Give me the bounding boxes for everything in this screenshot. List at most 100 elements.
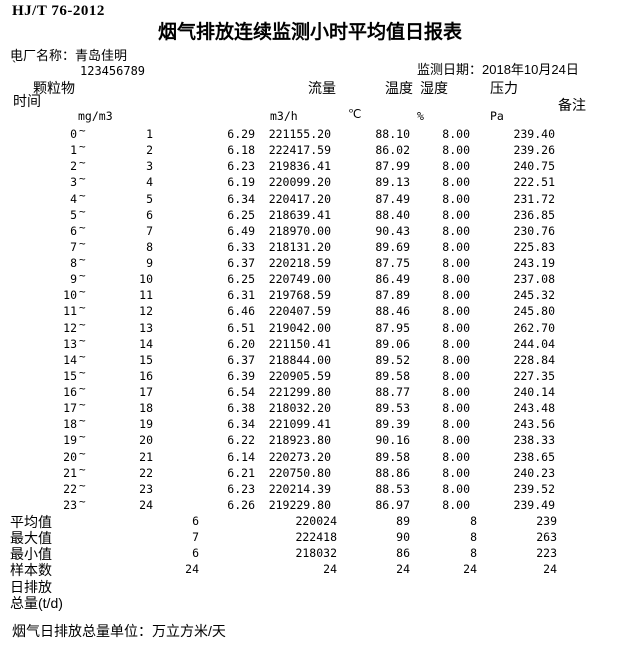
- unit-temp: ℃: [348, 107, 362, 121]
- cell-pm: 6.37: [227, 256, 255, 270]
- tilde-separator: ~: [79, 301, 86, 315]
- cell-pressure: 239.40: [513, 127, 555, 141]
- cell-pm: 6.31: [227, 288, 255, 303]
- cell-pressure: 230.76: [513, 223, 555, 238]
- cell-time-start: 17: [63, 401, 77, 416]
- cell-pressure: 228.84: [513, 352, 555, 367]
- unit-pressure: Pa: [490, 109, 504, 123]
- cell-flow: 218844.00: [268, 352, 331, 367]
- monitor-date-line: 监测日期：2018年10月24日: [417, 59, 579, 78]
- standard-number: HJ/T 76-2012: [12, 3, 105, 19]
- table-body: 0 ~1 6.29 221155.20 88.10 8.00 239.40 1 ~2 6.18 22…: [0, 124, 620, 611]
- cell-pm: 6.25: [227, 272, 255, 287]
- cell-flow: 220407.59: [268, 304, 331, 319]
- tilde-separator: ~: [79, 236, 86, 250]
- cell-pm: 6.22: [227, 433, 255, 448]
- monitor-date-label: 监测日期：: [417, 62, 483, 77]
- cell-pressure: 239.52: [513, 481, 555, 496]
- summary-label: 日排放: [10, 578, 52, 595]
- cell-flow: 221150.41: [268, 336, 331, 351]
- monitor-date-value: 2018年10月24日: [482, 62, 579, 77]
- cell-temp: 88.77: [375, 385, 410, 399]
- column-header-pm: 颗粒物: [33, 80, 75, 96]
- cell-pm: 6.14: [227, 449, 255, 464]
- table-row: 16 ~17 6.54 221299.80 88.77 8.00 240.14: [0, 382, 620, 400]
- cell-flow: 219229.80: [268, 497, 331, 512]
- cell-humidity: 8.00: [442, 433, 470, 448]
- plant-code: 123456789: [80, 64, 146, 78]
- cell-temp: 88.10: [375, 127, 410, 141]
- tilde-separator: ~: [79, 414, 86, 428]
- cell-pm: 6.19: [227, 175, 255, 190]
- summary-label: 样本数: [10, 562, 52, 579]
- cell-temp: 87.95: [375, 320, 410, 335]
- cell-humidity: 8.00: [442, 385, 470, 399]
- cell-time-end: 9: [146, 256, 153, 270]
- cell-time-start: 15: [63, 368, 77, 383]
- summary-label: 最小值: [10, 546, 52, 563]
- cell-time-end: 18: [139, 401, 153, 416]
- tilde-separator: ~: [79, 446, 86, 460]
- cell-time-start: 16: [63, 385, 77, 399]
- cell-pm: 6.39: [227, 368, 255, 383]
- table-row: 6 ~7 6.49 218970.00 90.43 8.00 230.76: [0, 221, 620, 239]
- cell-pressure: 245.80: [513, 304, 555, 319]
- cell-time-end: 6: [146, 207, 153, 222]
- table-row: 12 ~13 6.51 219042.00 87.95 8.00 262.70: [0, 318, 620, 336]
- cell-temp: 89.13: [375, 175, 410, 190]
- cell-pm: 6.38: [227, 401, 255, 416]
- column-header-temp: 温度: [385, 80, 413, 96]
- cell-time-start: 18: [63, 417, 77, 432]
- cell-pm: 6.34: [227, 417, 255, 432]
- tilde-separator: ~: [79, 462, 86, 476]
- cell-humidity: 8.00: [442, 143, 470, 158]
- summary-cell-pressure: 223: [536, 546, 557, 561]
- cell-humidity: 8.00: [442, 207, 470, 222]
- cell-pressure: 243.56: [513, 417, 555, 432]
- table-row: 8 ~9 6.37 220218.59 87.75 8.00 243.19: [0, 253, 620, 271]
- summary-cell-pm: 7: [192, 530, 199, 545]
- cell-time-start: 12: [63, 320, 77, 335]
- column-header-flow: 流量: [308, 80, 336, 96]
- cell-flow: 220273.20: [268, 449, 331, 464]
- cell-pressure: 225.83: [513, 239, 555, 254]
- cell-time-start: 7: [70, 239, 77, 254]
- tilde-separator: ~: [79, 269, 86, 283]
- cell-pm: 6.26: [227, 497, 255, 512]
- column-header-time: 时间: [13, 93, 41, 109]
- column-header-pressure: 压力: [490, 80, 518, 96]
- summary-cell-flow: 218032: [295, 546, 337, 561]
- cell-temp: 89.58: [375, 449, 410, 464]
- table-row: 21 ~22 6.21 220750.80 88.86 8.00 240.23: [0, 462, 620, 481]
- cell-flow: 220417.20: [268, 191, 331, 206]
- table-row: 0 ~1 6.29 221155.20 88.10 8.00 239.40: [0, 124, 620, 142]
- cell-humidity: 8.00: [442, 256, 470, 270]
- cell-flow: 220749.00: [268, 272, 331, 287]
- cell-humidity: 8.00: [442, 288, 470, 303]
- tilde-separator: ~: [79, 204, 86, 218]
- summary-label: 最大值: [10, 530, 52, 547]
- summary-cell-flow: 220024: [295, 514, 337, 528]
- cell-time-end: 7: [146, 223, 153, 238]
- table-row: 20 ~21 6.14 220273.20 89.58 8.00 238.65: [0, 446, 620, 465]
- table-row: 1 ~2 6.18 222417.59 86.02 8.00 239.26: [0, 140, 620, 158]
- cell-time-start: 3: [70, 175, 77, 190]
- cell-temp: 89.52: [375, 352, 410, 367]
- cell-pm: 6.23: [227, 481, 255, 496]
- stray-backtick: `: [12, 58, 17, 73]
- summary-cell-pressure: 263: [536, 530, 557, 545]
- cell-temp: 87.75: [375, 256, 410, 270]
- cell-pressure: 244.04: [513, 336, 555, 351]
- report-title: 烟气排放连续监测小时平均值日报表: [157, 22, 462, 43]
- summary-cell-humidity: 8: [470, 546, 477, 561]
- summary-cell-pm: 24: [185, 562, 199, 577]
- cell-pressure: 240.23: [513, 465, 555, 480]
- summary-row: 样本数 24 24 24 24 24: [0, 561, 620, 579]
- cell-time-start: 19: [63, 433, 77, 448]
- cell-time-start: 10: [63, 288, 77, 303]
- cell-time-end: 5: [146, 191, 153, 206]
- summary-cell-humidity: 8: [470, 514, 477, 528]
- cell-time-start: 11: [63, 304, 77, 319]
- cell-pm: 6.37: [227, 352, 255, 367]
- tilde-separator: ~: [79, 156, 86, 170]
